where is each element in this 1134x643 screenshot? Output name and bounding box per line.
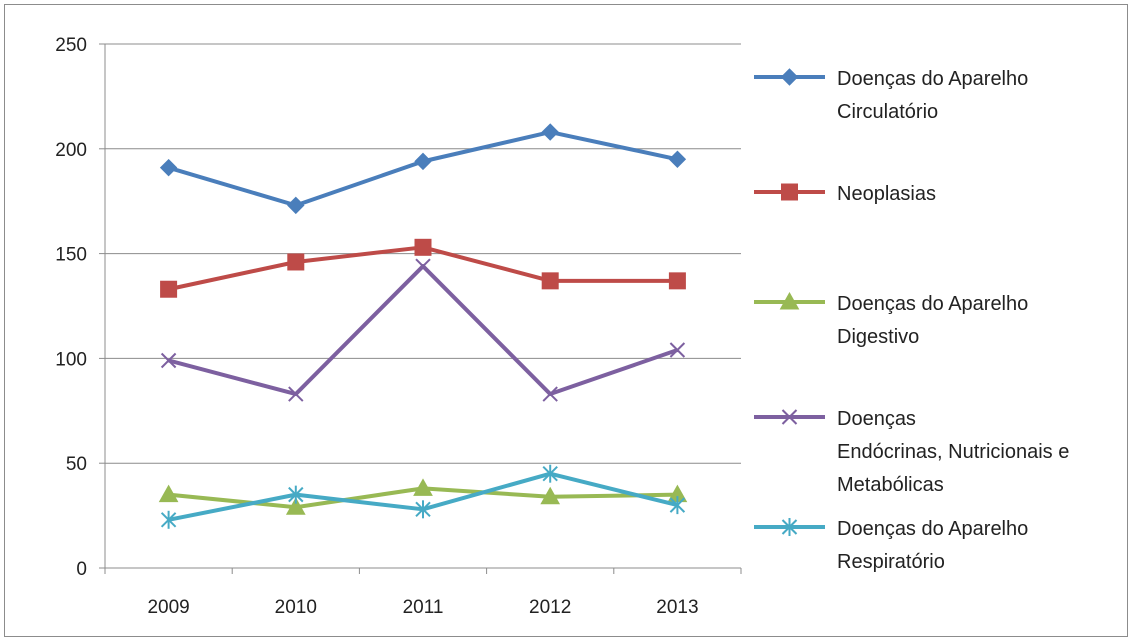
axes: 0 50 100 150 200 250 2009 2010 2011 2012 2013 bbox=[55, 35, 742, 618]
y-tick-label: 0 bbox=[76, 559, 87, 580]
data-point bbox=[288, 386, 304, 402]
data-point bbox=[285, 497, 306, 515]
series-4 bbox=[160, 464, 686, 529]
data-point bbox=[413, 478, 433, 496]
data-point bbox=[160, 510, 177, 529]
legend-item: Doenças do Aparelho Digestivo bbox=[754, 291, 1028, 348]
y-tick-label: 200 bbox=[55, 140, 87, 161]
line-chart: 0 50 100 150 200 250 2009 2010 2011 2012 2013 Doen… bbox=[55, 35, 1069, 618]
marker-stroke bbox=[542, 386, 558, 402]
x-tick-label: 2012 bbox=[529, 597, 571, 618]
data-point bbox=[668, 272, 686, 290]
data-point bbox=[541, 272, 559, 290]
data-point bbox=[414, 238, 432, 256]
legend-item: Doenças Endócrinas, Nutricionais e Metaból… bbox=[754, 408, 1069, 496]
series-1 bbox=[160, 238, 686, 298]
legend-label: Doenças do Aparelho bbox=[837, 293, 1028, 315]
x-tick-label: 2011 bbox=[403, 597, 444, 618]
data-point bbox=[160, 352, 177, 369]
legend-label: Respiratório bbox=[837, 551, 945, 573]
legend-label: Circulatório bbox=[837, 101, 938, 123]
legend-label: Metabólicas bbox=[837, 474, 944, 496]
marker-stroke bbox=[415, 258, 431, 274]
marker-stroke bbox=[288, 386, 304, 402]
data-point bbox=[160, 280, 178, 298]
legend-marker bbox=[781, 518, 798, 536]
data-point bbox=[287, 253, 305, 271]
legend-item: Doenças do Aparelho Respiratório bbox=[754, 518, 1028, 573]
data-point bbox=[669, 496, 686, 515]
legend-item: Doenças do Aparelho Circulatório bbox=[754, 68, 1028, 123]
marker-stroke bbox=[160, 352, 177, 369]
y-tick-label: 250 bbox=[55, 35, 87, 56]
data-point bbox=[415, 258, 431, 274]
marker-stroke bbox=[669, 342, 686, 358]
y-tick-label: 50 bbox=[66, 454, 87, 475]
series-layer bbox=[158, 123, 688, 529]
data-point bbox=[158, 484, 179, 503]
data-point bbox=[159, 158, 178, 177]
data-point bbox=[540, 486, 561, 505]
series-3 bbox=[160, 258, 686, 402]
legend-marker bbox=[779, 291, 800, 310]
x-tick-label: 2009 bbox=[147, 597, 189, 618]
data-point bbox=[542, 464, 558, 483]
legend-label: Endócrinas, Nutricionais e bbox=[837, 441, 1069, 463]
legend-label: Neoplasias bbox=[837, 183, 936, 205]
x-tick-label: 2013 bbox=[656, 597, 698, 618]
y-tick-label: 150 bbox=[55, 245, 87, 266]
data-point bbox=[414, 152, 432, 171]
data-point bbox=[669, 342, 686, 358]
legend-marker bbox=[781, 409, 798, 425]
y-tick-label: 100 bbox=[55, 349, 87, 370]
marker-stroke bbox=[781, 409, 798, 425]
legend-label: Doenças bbox=[837, 408, 916, 430]
chart-frame: 0 50 100 150 200 250 2009 2010 2011 2012 2013 Doen… bbox=[4, 4, 1128, 637]
legend: Doenças do Aparelho Circulatório Neoplasia… bbox=[754, 68, 1069, 573]
legend-label: Doenças do Aparelho bbox=[837, 518, 1028, 540]
series-0 bbox=[159, 123, 687, 215]
data-point bbox=[541, 123, 559, 141]
data-point bbox=[287, 196, 305, 215]
x-tick-label: 2010 bbox=[275, 597, 317, 618]
data-point bbox=[668, 150, 687, 168]
series-line bbox=[168, 264, 679, 397]
legend-marker bbox=[780, 68, 799, 86]
data-point bbox=[542, 386, 558, 402]
legend-item: Neoplasias bbox=[754, 183, 936, 205]
data-point bbox=[415, 500, 431, 519]
data-point bbox=[288, 485, 304, 504]
legend-label: Digestivo bbox=[837, 326, 919, 348]
legend-marker bbox=[781, 183, 798, 201]
legend-label: Doenças do Aparelho bbox=[837, 68, 1028, 90]
